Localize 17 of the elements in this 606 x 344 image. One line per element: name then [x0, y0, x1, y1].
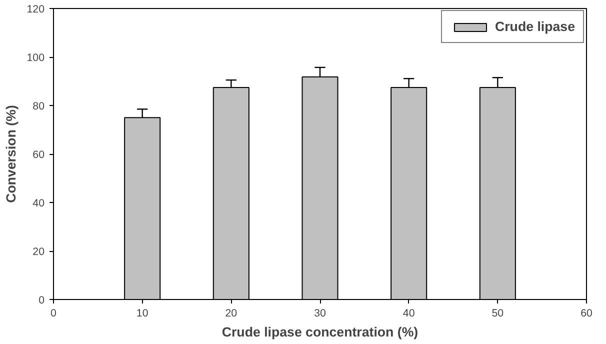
- y-tick-label: 20: [32, 246, 45, 258]
- x-tick-label: 50: [492, 308, 504, 320]
- x-tick-label: 10: [136, 308, 148, 320]
- y-tick-label: 0: [38, 294, 45, 306]
- y-tick-label: 80: [32, 100, 45, 112]
- x-axis-title: Crude lipase concentration (%): [222, 324, 418, 340]
- y-tick-label: 40: [32, 198, 45, 210]
- x-tick-label: 60: [580, 308, 592, 320]
- x-tick-label: 0: [50, 308, 57, 320]
- legend-label: Crude lipase: [495, 19, 575, 34]
- x-tick-label: 40: [402, 308, 415, 320]
- y-axis-title: Conversion (%): [4, 105, 19, 203]
- x-tick-label: 20: [225, 308, 238, 320]
- x-tick-label: 30: [314, 308, 326, 320]
- y-tick-label: 60: [32, 149, 45, 161]
- y-tick-label: 120: [26, 4, 45, 16]
- y-tick-label: 100: [26, 52, 45, 64]
